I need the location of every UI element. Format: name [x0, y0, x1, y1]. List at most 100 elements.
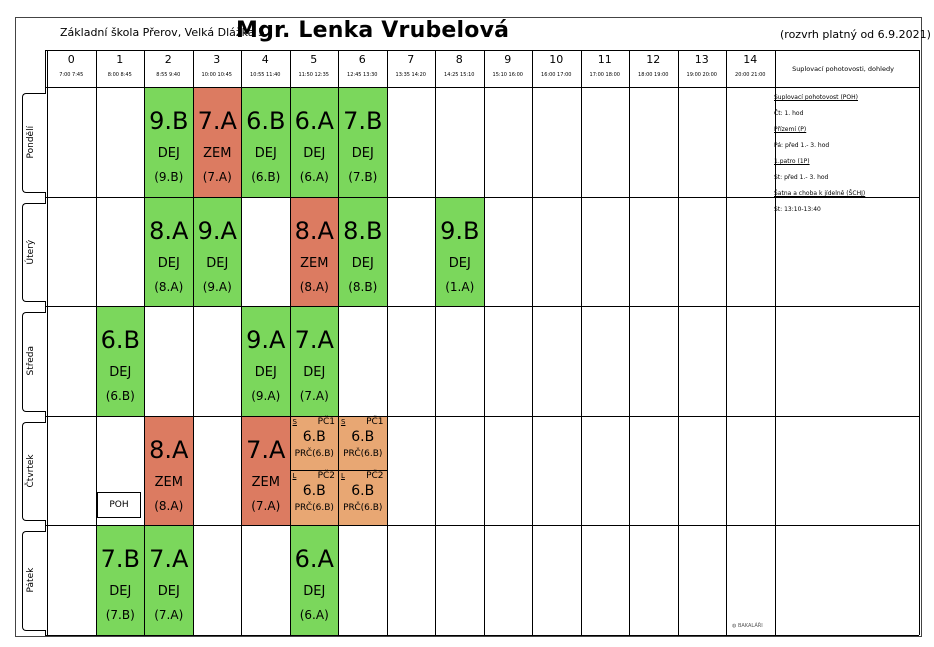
column-number: 12 [646, 53, 661, 66]
lesson-cell: 9.B DEJ (9.B) [144, 87, 194, 198]
lesson-group: (9.B) [154, 170, 184, 184]
lesson-subject: DEJ [303, 146, 326, 161]
grid-line [435, 50, 436, 635]
column-time: 16:00 17:00 [541, 72, 572, 78]
column-time: 7:00 7:45 [59, 72, 84, 78]
lesson-subject: DEJ [254, 365, 277, 380]
column-time: 19:00 20:00 [686, 72, 717, 78]
split-lesson-number: S [341, 417, 346, 426]
split-lesson-number: S [292, 417, 297, 426]
side-header: Suplovací pohotovosti, dohledy [792, 65, 894, 73]
side-note: Čt: 1. hod [774, 110, 804, 117]
lesson-class: 8.A [149, 216, 189, 245]
lesson-class: 9.A [246, 326, 286, 354]
valid-from: (rozvrh platný od 6.9.2021) [780, 28, 931, 41]
column-number: 8 [455, 53, 463, 66]
grid-line [532, 50, 533, 635]
side-note: Pá: před 1.- 3. hod [774, 142, 830, 149]
side-note: Šatna a choba k jídelně (ŠCHJ) [774, 190, 866, 197]
lesson-subject: ZEM [203, 146, 232, 161]
poh-label: POH [97, 492, 141, 518]
column-time: 11:50 12:35 [298, 72, 329, 78]
split-lesson-class: 6.B [351, 483, 375, 500]
grid-line [629, 50, 630, 635]
split-lesson-group: PRČ(6.B) [343, 503, 383, 514]
lesson-subject: DEJ [303, 584, 326, 599]
column-time: 17:00 18:00 [589, 72, 620, 78]
lesson-subject: DEJ [303, 365, 326, 380]
lesson-group: (7.A) [299, 389, 329, 403]
day-tab [22, 202, 46, 302]
column-time: 8:55 9:40 [156, 72, 181, 78]
lesson-subject: DEJ [254, 146, 277, 161]
lesson-subject: DEJ [109, 365, 132, 380]
column-number: 4 [261, 53, 269, 66]
lesson-class: 8.A [149, 435, 189, 464]
lesson-group: (7.A) [251, 498, 281, 513]
lesson-cell: 8.A ZEM (8.A) [144, 415, 194, 526]
lesson-group: (6.B) [105, 389, 135, 403]
lesson-cell: 8.A ZEM (8.A) [289, 196, 339, 307]
grid-line [774, 50, 776, 635]
column-number: 9 [504, 53, 512, 66]
column-time: 18:00 19:00 [638, 72, 669, 78]
split-lesson-cell: S PČ1 6.B PRČ(6.B) [289, 415, 339, 472]
lesson-class: 9.B [440, 216, 480, 245]
grid-line [192, 50, 194, 635]
lesson-group: (7.A) [202, 170, 232, 184]
lesson-subject: DEJ [109, 584, 132, 599]
side-note: St: 13:10-13:40 [774, 206, 821, 213]
split-lesson-number: L [341, 472, 345, 481]
lesson-group: (7.A) [154, 608, 184, 622]
split-lesson-room: PČ2 [317, 471, 335, 482]
teacher-name: Mgr. Lenka Vrubelová [236, 18, 510, 43]
lesson-group: (8.A) [154, 498, 184, 513]
logo-icon: ◍ BAKALÁŘI [732, 623, 763, 629]
column-time: 13:35 14:20 [395, 72, 426, 78]
column-number: 1 [116, 53, 124, 66]
column-number: 10 [549, 53, 564, 66]
grid-line [45, 415, 919, 417]
lesson-class: 8.B [343, 216, 383, 245]
lesson-subject: ZEM [154, 474, 183, 490]
column-number: 13 [694, 53, 709, 66]
column-time: 12:45 13:30 [347, 72, 378, 78]
lesson-class: 9.B [149, 107, 189, 135]
lesson-group: (7.B) [105, 608, 135, 622]
side-note: Suplovací pohotovost (POH) [774, 94, 858, 101]
lesson-group: (8.A) [299, 279, 329, 294]
lesson-cell: 8.B DEJ (8.B) [338, 196, 388, 307]
side-notes: Suplovací pohotovost (POH) Čt: 1. hod Příz… [774, 94, 914, 222]
column-number: 2 [164, 53, 172, 66]
side-note: Přízemí (P) [774, 126, 807, 133]
split-lesson-group: PRČ(6.B) [294, 503, 334, 514]
lesson-cell: 7.A DEJ (7.A) [144, 525, 194, 636]
column-number: 6 [358, 53, 366, 66]
lesson-class: 6.B [100, 326, 140, 354]
lesson-subject: DEJ [157, 255, 180, 271]
lesson-class: 6.A [294, 545, 334, 573]
column-time: 15:10 16:00 [492, 72, 523, 78]
lesson-class: 7.B [100, 545, 140, 573]
grid-line [45, 525, 919, 526]
lesson-cell: 6.A DEJ (6.A) [289, 525, 339, 636]
column-number: 5 [310, 53, 318, 66]
lesson-class: 6.B [246, 107, 286, 135]
day-tab [22, 531, 46, 631]
lesson-group: (9.A) [251, 389, 281, 403]
column-time: 10:00 10:45 [201, 72, 232, 78]
grid-line [45, 634, 919, 636]
grid-line [919, 50, 920, 635]
lesson-group: (7.B) [348, 170, 378, 184]
lesson-group: (6.B) [251, 170, 281, 184]
day-tab [22, 421, 46, 521]
column-time: 20:00 21:00 [735, 72, 766, 78]
day-tab [22, 93, 46, 193]
lesson-subject: DEJ [157, 146, 180, 161]
split-lesson-number: L [292, 472, 297, 481]
lesson-class: 8.A [294, 216, 334, 245]
grid-line [45, 87, 919, 88]
grid-line [483, 50, 485, 635]
lesson-cell: 9.B DEJ (1.A) [435, 196, 485, 307]
lesson-cell: 9.A DEJ (9.A) [241, 306, 291, 417]
